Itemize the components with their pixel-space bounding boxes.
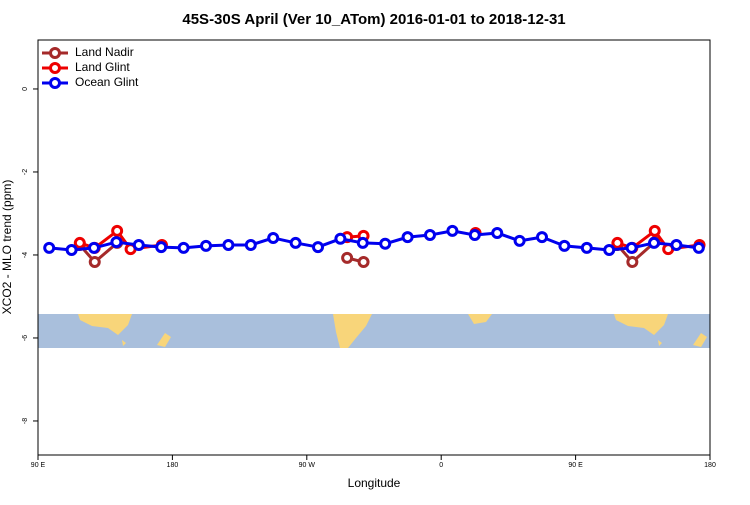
- data-point: [379, 237, 392, 250]
- legend-label: Land Glint: [75, 60, 130, 74]
- data-point: [401, 231, 414, 244]
- data-point: [73, 236, 86, 249]
- legend-label: Land Nadir: [75, 45, 134, 59]
- y-tick-label: -2: [22, 169, 29, 175]
- data-point: [611, 236, 624, 249]
- land: [333, 314, 372, 348]
- land: [658, 333, 707, 347]
- data-point: [670, 239, 683, 252]
- data-point: [558, 239, 571, 252]
- data-point: [88, 241, 100, 254]
- data-point: [132, 239, 145, 252]
- data-point: [648, 236, 660, 249]
- legend-label: Ocean Glint: [75, 75, 139, 89]
- legend-marker: [49, 77, 61, 89]
- y-tick-label: -6: [22, 335, 29, 341]
- data-point: [536, 231, 548, 244]
- plot-frame: [37, 39, 711, 456]
- data-point: [513, 234, 526, 247]
- data-point: [177, 241, 190, 254]
- land: [614, 314, 668, 335]
- data-point: [110, 236, 123, 249]
- x-tick-label: 180: [167, 462, 179, 469]
- data-point: [603, 243, 616, 256]
- data-point: [356, 236, 369, 249]
- data-point: [580, 241, 593, 254]
- land: [468, 314, 492, 324]
- y-axis-label: XCO2 - MLO trend (ppm): [0, 180, 14, 315]
- data-point: [648, 224, 661, 237]
- data-point: [357, 256, 370, 269]
- legend-marker: [49, 62, 61, 74]
- data-point: [491, 226, 504, 239]
- y-tick-label: -4: [22, 252, 29, 258]
- data-point: [155, 241, 168, 254]
- x-tick-label: 0: [439, 462, 443, 469]
- x-tick-label: 180: [704, 462, 716, 469]
- x-tick-label: 90 W: [299, 462, 316, 469]
- data-point: [244, 239, 257, 252]
- data-point: [625, 241, 638, 254]
- data-point: [65, 243, 78, 256]
- land: [78, 314, 132, 335]
- data-point: [468, 229, 481, 242]
- ocean-background: [38, 314, 710, 348]
- data-point: [692, 241, 705, 254]
- legend-marker: [49, 47, 61, 59]
- data-point: [424, 229, 436, 242]
- data-point: [334, 232, 347, 245]
- data-point: [200, 239, 212, 252]
- y-tick-label: 0: [22, 87, 29, 91]
- y-tick-label: -8: [22, 418, 29, 424]
- series-line: [49, 229, 699, 252]
- chart-title: 45S-30S April (Ver 10_ATom) 2016-01-01 t…: [182, 11, 565, 28]
- x-tick-label: 90 E: [31, 462, 46, 469]
- data-point: [43, 241, 56, 254]
- data-point: [88, 256, 101, 269]
- data-point: [312, 241, 324, 254]
- x-tick-label: 90 E: [568, 462, 583, 469]
- data-point: [446, 224, 459, 237]
- land: [122, 333, 171, 347]
- data-point: [341, 251, 354, 264]
- data-point: [289, 236, 302, 249]
- data-point: [626, 256, 639, 269]
- data-point: [267, 231, 280, 244]
- data-point: [111, 224, 124, 237]
- data-point: [222, 239, 235, 252]
- map-strip: [38, 314, 710, 348]
- x-axis-label: Longitude: [348, 476, 401, 490]
